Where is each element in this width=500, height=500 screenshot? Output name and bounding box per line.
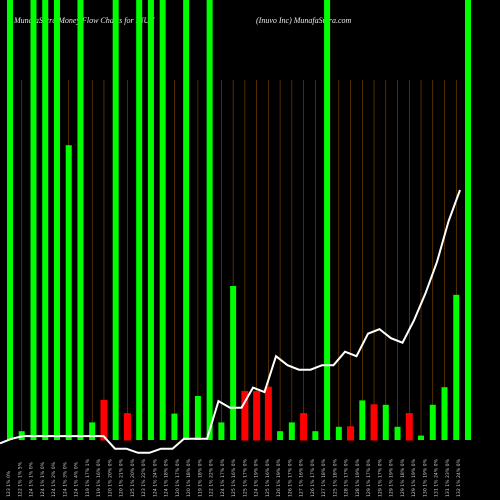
flow-bar-down (123, 413, 131, 441)
x-tick-label: 122 1% 22% 0% (209, 458, 215, 497)
x-tick-label: 124 1% 4% 0% (74, 461, 80, 497)
x-tick-label: 125 1% 20% 0% (130, 458, 136, 497)
x-tick-label: 124 1% 2% 0% (51, 461, 57, 497)
x-tick-label: 128 1% 17% 0% (344, 458, 350, 497)
flow-bar-up (89, 422, 96, 440)
flow-bar-up (159, 0, 166, 440)
x-tick-label: 122 1% 1% 5% (17, 461, 23, 497)
x-tick-label: 123 1% 0% (6, 470, 12, 497)
x-tick-label: 131 1% 24% 0% (434, 458, 440, 497)
x-tick-label: 120 1% 20% 0% (107, 458, 113, 497)
x-tick-label: 124 1% 1% 0% (40, 461, 46, 497)
x-tick-label: 129 1% 17% 0% (377, 458, 383, 497)
flow-bar-down (264, 386, 272, 441)
flow-bar-up (171, 413, 178, 440)
flow-bar-up (7, 0, 13, 440)
flow-bar-down (370, 404, 378, 441)
x-tick-label: 130 1% 19% 0% (422, 458, 428, 497)
flow-bar-up (183, 0, 190, 440)
flow-bar-up (112, 0, 119, 440)
x-tick-label: 124 1% 19% 0% (254, 458, 260, 497)
x-tick-label: 129 1% 19% 0% (389, 458, 395, 497)
flow-bar-up (194, 396, 201, 440)
chart-subtitle: (Inuvo Inc) MunafaSutra.com (256, 16, 352, 25)
flow-bar-up (429, 404, 436, 440)
flow-bar-up (312, 431, 319, 440)
flow-bar-up (65, 145, 72, 440)
x-tick-label: 125 1% 17% 0% (242, 458, 248, 497)
x-tick-label: 124 1% 1% 0% (29, 461, 35, 497)
flow-bar-down (300, 413, 308, 441)
x-tick-label: 132 1% 24% 0% (456, 458, 462, 497)
flow-bar-down (100, 399, 108, 441)
flow-bar-up (206, 0, 213, 440)
x-tick-label: 125 1% 16% 0% (265, 458, 271, 497)
x-tick-label: 125 1% 16% 0% (231, 458, 237, 497)
x-tick-label: 126 1% 19% 0% (276, 458, 282, 497)
flow-bar-up (218, 422, 225, 440)
flow-bar-up (465, 0, 471, 440)
flow-bar-up (288, 422, 295, 440)
x-tick-label: 124 1% 18% 0% (164, 458, 170, 497)
x-tick-label: 124 1% 3% 0% (62, 461, 68, 497)
flow-bar-up (453, 294, 460, 440)
flow-bars (7, 0, 471, 441)
flow-bar-up (324, 0, 331, 440)
flow-bar-up (230, 286, 237, 440)
flow-bar-up (382, 404, 389, 440)
flow-bar-up (42, 0, 49, 440)
x-tick-label: 119 1% 18% 0% (197, 458, 203, 497)
flow-bar-up (30, 0, 37, 440)
x-tick-label: 124 1% 24% 0% (152, 458, 158, 497)
x-tick-label: 126 1% 17% 0% (287, 458, 293, 497)
chart-title: MunafaSutra Money Flow Charts for INUV (14, 16, 155, 25)
flow-bar-down (347, 426, 355, 441)
flow-bar-up (277, 431, 284, 440)
x-tick-label: 119 1% 16% 0% (96, 458, 102, 497)
x-tick-label: 124 1% 17% 0% (220, 458, 226, 497)
x-tick-label: 120 1% 18% 0% (186, 458, 192, 497)
flow-bar-up (53, 0, 60, 440)
x-tick-label: 125 1% 18% 0% (332, 458, 338, 497)
flow-bar-up (335, 426, 342, 440)
x-tick-label: 131 1% 23% 0% (445, 458, 451, 497)
x-tick-label: 129 1% 18% 0% (400, 458, 406, 497)
flow-bar-down (241, 391, 249, 441)
x-tick-label: 120 1% 21% 0% (119, 458, 125, 497)
flow-bar-down (253, 391, 261, 441)
x-tick-label: 120 1% 17% 0% (175, 458, 181, 497)
price-line (0, 189, 461, 454)
x-tick-label: 123 1% 22% 0% (141, 458, 147, 497)
x-tick-label: 119 1% 17% 1% (85, 458, 91, 497)
flow-bar-up (77, 0, 84, 440)
flow-bar-up (418, 435, 425, 440)
flow-bar-down (405, 413, 413, 441)
x-tick-label: 127 1% 16% 0% (299, 458, 305, 497)
x-tick-label: 129 1% 17% 0% (366, 458, 372, 497)
x-tick-label: 127 1% 18% 0% (321, 458, 327, 497)
x-tick-label: 129 1% 19% 0% (411, 458, 417, 497)
flow-bar-up (147, 0, 154, 440)
flow-bar-up (441, 387, 448, 440)
flow-bar-up (136, 0, 143, 440)
x-tick-label: 128 1% 19% 0% (355, 458, 361, 497)
flow-bar-up (394, 426, 401, 440)
x-tick-labels: 123 1% 0% 122 1% 1% 5% 124 1% 1% 0% 124 1% … (6, 458, 462, 497)
flow-bar-up (359, 400, 366, 440)
x-tick-label: 126 1% 17% 0% (310, 458, 316, 497)
